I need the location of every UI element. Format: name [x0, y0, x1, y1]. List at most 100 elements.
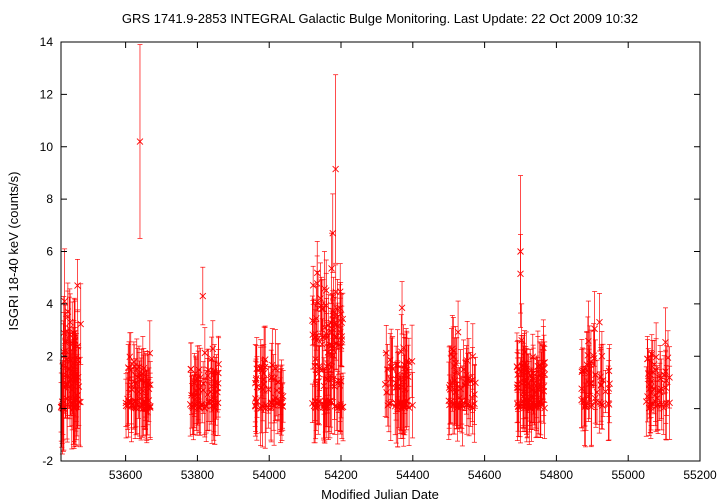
point-marker [388, 363, 396, 370]
point-marker [317, 294, 324, 302]
point-marker [520, 402, 527, 410]
plot-frame [60, 41, 701, 462]
data-point [581, 382, 589, 427]
data-point [452, 326, 460, 401]
point-marker [385, 400, 393, 407]
y-tick-label: 12 [40, 87, 54, 101]
data-point [311, 345, 319, 387]
point-marker [309, 281, 317, 289]
data-point [328, 371, 336, 434]
y-tick-label: 4 [46, 297, 53, 311]
data-point [75, 358, 83, 446]
data-point [602, 370, 609, 414]
point-marker [126, 353, 134, 361]
data-point [262, 377, 270, 433]
point-marker [309, 331, 317, 339]
data-point [398, 281, 406, 335]
x-tick-label: 54600 [468, 468, 502, 482]
point-marker [319, 333, 327, 341]
point-marker [513, 363, 521, 371]
data-point [136, 44, 144, 239]
point-marker [331, 320, 338, 327]
data-point [592, 339, 599, 410]
y-tick-label: 6 [46, 245, 53, 259]
point-marker [204, 391, 211, 398]
point-marker [320, 382, 328, 390]
data-point [522, 331, 530, 400]
data-point [332, 304, 340, 344]
point-marker [656, 372, 664, 379]
point-marker [279, 403, 287, 410]
data-point [606, 344, 613, 424]
point-marker [446, 401, 453, 409]
point-marker [259, 403, 266, 410]
point-marker [214, 399, 222, 407]
data-point [69, 330, 77, 415]
point-marker [135, 388, 142, 396]
point-marker [278, 392, 285, 399]
point-marker [136, 138, 144, 145]
x-tick-label: 55200 [683, 468, 717, 482]
point-marker [514, 384, 522, 392]
data-point [338, 293, 345, 352]
data-point [274, 343, 282, 421]
point-marker [452, 359, 460, 367]
x-tick-label: 54400 [396, 468, 430, 482]
data-point [279, 382, 287, 431]
point-marker [463, 376, 470, 384]
point-marker [336, 328, 344, 336]
data-point [253, 345, 260, 412]
point-marker [537, 398, 544, 406]
data-point [260, 326, 268, 399]
point-marker [592, 371, 599, 378]
data-point [201, 378, 209, 438]
point-marker [666, 374, 673, 381]
point-marker [590, 354, 598, 362]
point-marker [524, 379, 532, 387]
data-point [534, 336, 542, 408]
point-marker [331, 383, 338, 390]
point-marker [337, 342, 345, 350]
point-marker [394, 382, 402, 390]
data-point [309, 299, 317, 370]
point-marker [598, 352, 606, 360]
point-marker [201, 349, 209, 357]
data-point [77, 356, 84, 448]
point-marker [201, 404, 209, 412]
data-point [471, 364, 478, 443]
data-point [517, 369, 524, 444]
x-tick-label: 54000 [253, 468, 287, 482]
point-marker [328, 265, 335, 272]
point-marker [124, 364, 132, 371]
point-marker [404, 373, 412, 381]
data-point [316, 378, 323, 426]
point-marker [533, 401, 540, 408]
data-point [252, 360, 259, 437]
y-tick-label: 2 [46, 349, 53, 363]
point-marker [408, 358, 416, 365]
point-marker [253, 375, 260, 382]
point-marker [209, 394, 217, 402]
point-marker [323, 362, 330, 370]
data-point [61, 248, 68, 354]
data-point [320, 357, 328, 415]
point-marker [396, 399, 404, 407]
data-point [593, 359, 601, 425]
data-point [146, 320, 154, 386]
x-tick-label: 55000 [612, 468, 646, 482]
point-marker [311, 362, 319, 370]
point-marker [77, 320, 85, 328]
y-axis-label: ISGRI 18-40 keV (counts/s) [6, 172, 21, 331]
data-point [513, 341, 521, 393]
data-point [205, 348, 212, 392]
point-marker [606, 380, 613, 388]
point-marker [446, 381, 454, 389]
point-marker [649, 368, 657, 375]
point-marker [384, 402, 392, 409]
data-point [401, 337, 409, 414]
data-point [647, 356, 655, 418]
y-tick-label: -2 [42, 454, 53, 468]
chart-title: GRS 1741.9-2853 INTEGRAL Galactic Bulge … [122, 11, 638, 26]
point-marker [585, 392, 592, 400]
